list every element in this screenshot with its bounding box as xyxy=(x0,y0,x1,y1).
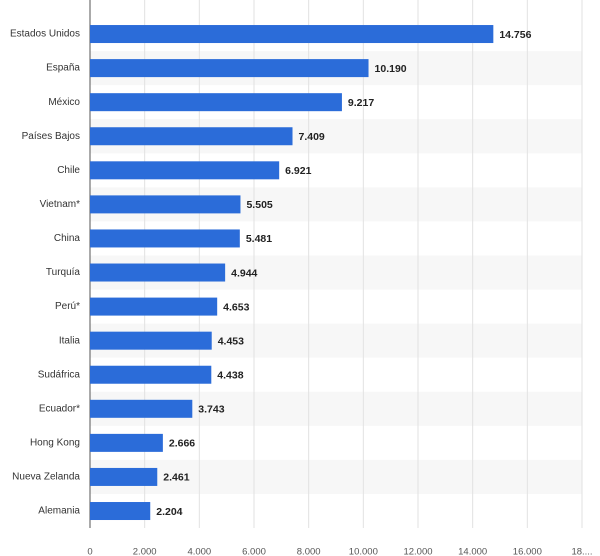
y-tick-label: China xyxy=(54,233,81,244)
x-tick-label: 10.000 xyxy=(349,547,378,556)
x-tick-label: 2.000 xyxy=(133,547,157,556)
y-tick-label: México xyxy=(48,97,80,108)
value-label: 5.481 xyxy=(246,233,272,245)
value-label: 4.438 xyxy=(217,370,243,382)
y-tick-label: Estados Unidos xyxy=(10,29,80,40)
x-tick-label: 14.000 xyxy=(458,547,487,556)
y-tick-label: Países Bajos xyxy=(22,131,80,142)
bar xyxy=(90,502,151,521)
y-tick-label: Hong Kong xyxy=(30,438,80,449)
x-tick-label: 18.... xyxy=(571,547,592,556)
value-label: 2.461 xyxy=(163,472,189,484)
value-label: 4.944 xyxy=(231,267,257,279)
value-label: 14.756 xyxy=(499,29,531,41)
bar xyxy=(90,59,369,78)
bar xyxy=(90,25,494,44)
value-label: 6.921 xyxy=(285,165,311,177)
y-tick-label: Vietnam* xyxy=(40,199,81,210)
bar xyxy=(90,331,212,350)
bar xyxy=(90,399,193,418)
value-label: 10.190 xyxy=(375,63,407,75)
x-tick-label: 16.000 xyxy=(513,547,542,556)
bar xyxy=(90,467,158,486)
x-tick-label: 6.000 xyxy=(242,547,266,556)
value-label: 2.666 xyxy=(169,438,195,450)
y-tick-label: Perú* xyxy=(55,301,80,312)
value-label: 2.204 xyxy=(156,506,182,518)
x-tick-label: 0 xyxy=(87,547,92,556)
bar xyxy=(90,433,163,452)
value-label: 4.453 xyxy=(218,335,244,347)
y-tick-label: España xyxy=(46,63,80,74)
bar xyxy=(90,263,226,282)
y-tick-label: Ecuador* xyxy=(39,403,80,414)
x-tick-label: 4.000 xyxy=(187,547,211,556)
bar xyxy=(90,161,280,180)
y-tick-label: Italia xyxy=(59,335,81,346)
row-stripe xyxy=(90,459,582,494)
bar xyxy=(90,229,240,248)
x-tick-label: 12.000 xyxy=(403,547,432,556)
bar xyxy=(90,93,342,112)
value-label: 9.217 xyxy=(348,97,374,109)
y-tick-label: Nueva Zelanda xyxy=(12,472,80,483)
value-label: 4.653 xyxy=(223,301,249,313)
bar xyxy=(90,365,212,384)
bar xyxy=(90,297,218,316)
y-tick-label: Alemania xyxy=(38,506,80,517)
bar xyxy=(90,195,241,214)
value-label: 5.505 xyxy=(246,199,272,211)
x-tick-label: 8.000 xyxy=(297,547,321,556)
bar xyxy=(90,127,293,146)
y-tick-label: Chile xyxy=(57,165,80,176)
value-label: 7.409 xyxy=(299,131,325,143)
value-label: 3.743 xyxy=(198,404,224,416)
y-tick-label: Turquía xyxy=(46,267,81,278)
y-tick-label: Sudáfrica xyxy=(38,369,81,380)
